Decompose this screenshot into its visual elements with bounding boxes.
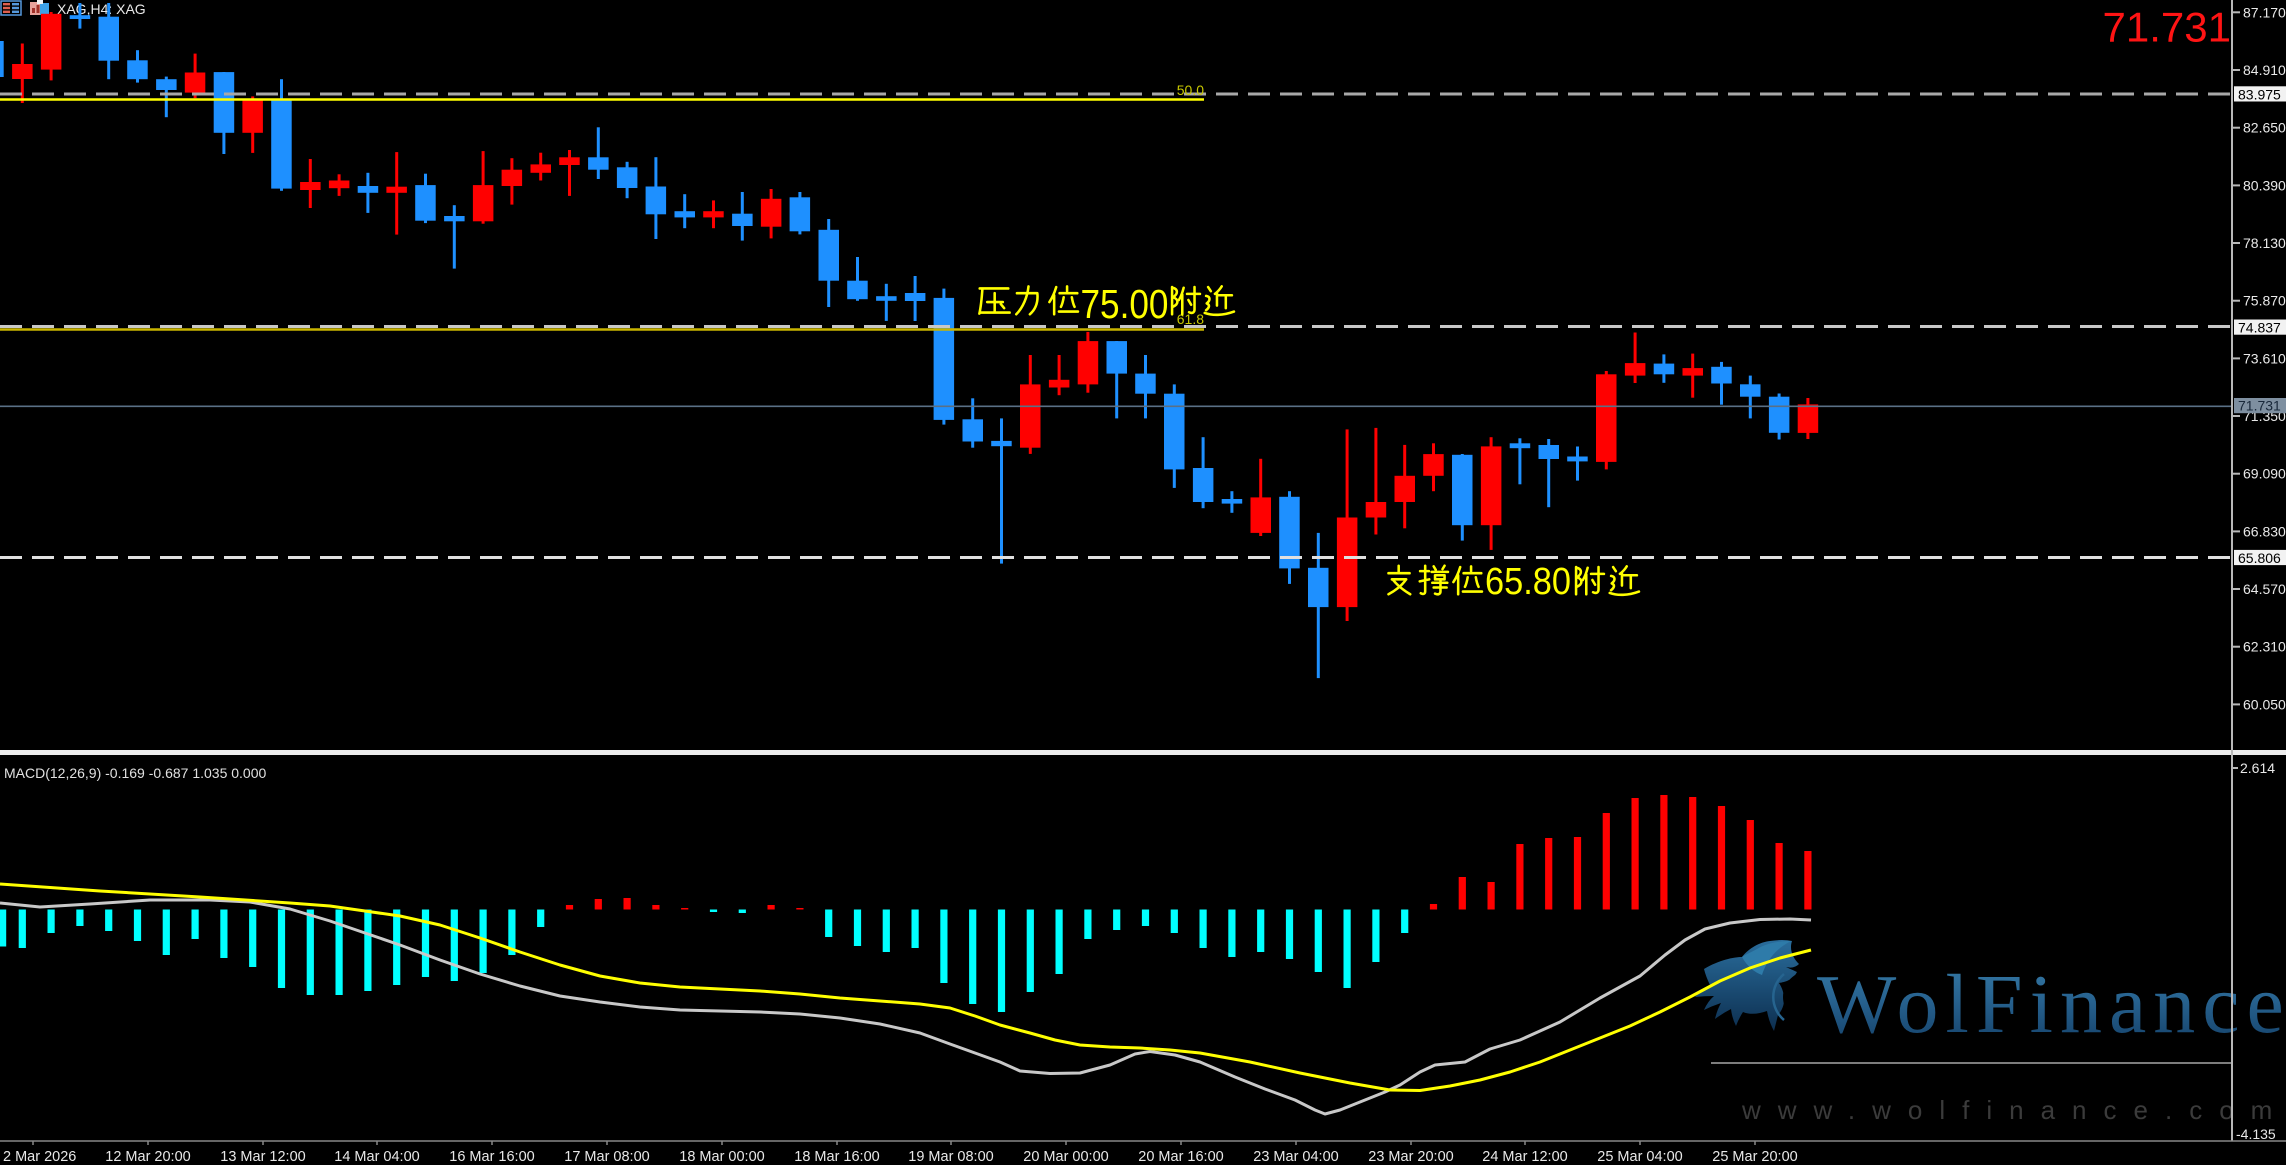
svg-text:13 Mar 12:00: 13 Mar 12:00: [220, 1149, 305, 1165]
svg-text:20 Mar 16:00: 20 Mar 16:00: [1138, 1149, 1223, 1165]
svg-text:17 Mar 08:00: 17 Mar 08:00: [564, 1149, 649, 1165]
svg-text:80.390: 80.390: [2243, 177, 2286, 193]
svg-text:66.830: 66.830: [2243, 523, 2286, 539]
svg-text:18 Mar 16:00: 18 Mar 16:00: [794, 1149, 879, 1165]
svg-text:25 Mar 04:00: 25 Mar 04:00: [1597, 1149, 1682, 1165]
svg-text:75.870: 75.870: [2243, 293, 2286, 309]
svg-text:61.8: 61.8: [1177, 311, 1204, 327]
svg-text:WolFinance: WolFinance: [1817, 958, 2286, 1051]
svg-text:2.614: 2.614: [2240, 760, 2275, 776]
svg-text:83.975: 83.975: [2238, 86, 2281, 102]
svg-text:78.130: 78.130: [2243, 235, 2286, 251]
svg-text:87.170: 87.170: [2243, 4, 2286, 20]
svg-text:18 Mar 00:00: 18 Mar 00:00: [679, 1149, 764, 1165]
svg-text:60.050: 60.050: [2243, 696, 2286, 712]
svg-text:84.910: 84.910: [2243, 62, 2286, 78]
svg-text:25 Mar 20:00: 25 Mar 20:00: [1712, 1149, 1797, 1165]
svg-text:20 Mar 00:00: 20 Mar 00:00: [1023, 1149, 1108, 1165]
svg-text:65.806: 65.806: [2238, 550, 2281, 566]
svg-text:75.00: 75.00: [1081, 281, 1169, 327]
svg-text:23 Mar 20:00: 23 Mar 20:00: [1368, 1149, 1453, 1165]
svg-text:64.570: 64.570: [2243, 581, 2286, 597]
svg-text:MACD(12,26,9) -0.169 -0.687 1.: MACD(12,26,9) -0.169 -0.687 1.035 0.000: [4, 765, 266, 781]
svg-text:www.wolfinance.com: www.wolfinance.com: [1741, 1095, 2286, 1125]
svg-text:24 Mar 12:00: 24 Mar 12:00: [1482, 1149, 1567, 1165]
svg-text:14 Mar 04:00: 14 Mar 04:00: [334, 1149, 419, 1165]
svg-text:71.731: 71.731: [2103, 4, 2231, 51]
svg-text:71.731: 71.731: [2238, 398, 2281, 414]
svg-text:12 Mar 20:00: 12 Mar 20:00: [105, 1149, 190, 1165]
svg-text:-4.135: -4.135: [2236, 1126, 2276, 1142]
svg-text:16 Mar 16:00: 16 Mar 16:00: [449, 1149, 534, 1165]
svg-text:69.090: 69.090: [2243, 466, 2286, 482]
svg-text:74.837: 74.837: [2238, 320, 2281, 336]
svg-text:19 Mar 08:00: 19 Mar 08:00: [908, 1149, 993, 1165]
svg-text:2 Mar 2026: 2 Mar 2026: [3, 1149, 76, 1165]
svg-text:62.310: 62.310: [2243, 639, 2286, 655]
svg-text:82.650: 82.650: [2243, 120, 2286, 136]
svg-text:XAG,H4: XAG: XAG,H4: XAG: [57, 1, 146, 17]
svg-text:50.0: 50.0: [1177, 82, 1204, 98]
svg-text:23 Mar 04:00: 23 Mar 04:00: [1253, 1149, 1338, 1165]
svg-text:73.610: 73.610: [2243, 350, 2286, 366]
svg-text:65.80: 65.80: [1485, 561, 1571, 603]
